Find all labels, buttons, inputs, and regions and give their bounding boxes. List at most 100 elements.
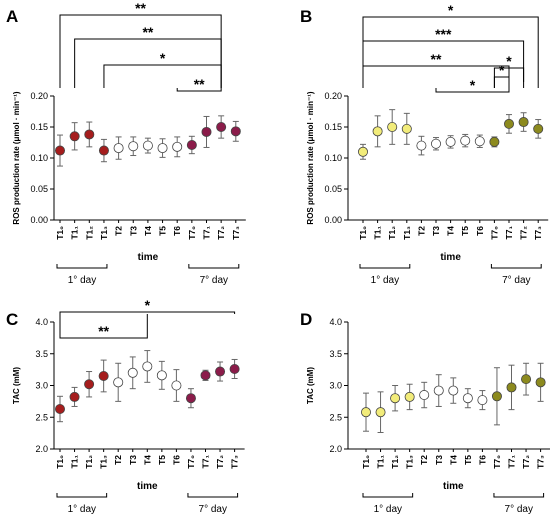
x-tick-label: T1₁: [373, 226, 383, 240]
data-point: [448, 385, 459, 396]
data-point: [157, 143, 168, 154]
data-point: [535, 377, 546, 388]
x-tick-label: T1₃: [405, 455, 415, 469]
y-tick-label: 2.0: [329, 444, 342, 454]
data-point: [491, 391, 502, 402]
panel-letter: A: [6, 7, 18, 26]
significance-bracket: [435, 88, 510, 93]
x-axis-label: time: [443, 481, 464, 492]
significance-bracket: [103, 64, 222, 88]
x-axis-label: time: [137, 481, 158, 492]
data-point: [201, 126, 212, 137]
x-tick-label: T7₁: [504, 226, 514, 240]
significance-label: **: [142, 24, 153, 40]
data-point: [503, 118, 514, 129]
x-tick-label: T7₂: [216, 226, 226, 240]
x-tick-label: T7₀: [489, 226, 499, 240]
data-point: [477, 395, 488, 406]
significance-label: *: [506, 53, 512, 69]
data-point: [128, 141, 139, 152]
y-tick-label: 0.20: [30, 91, 48, 101]
x-tick-label: T1₁: [70, 455, 80, 469]
day-bracket: [493, 493, 545, 498]
day-label: 7° day: [505, 504, 533, 515]
significance-bracket: [362, 65, 510, 88]
x-tick-label: T1₃: [402, 226, 412, 240]
y-axis-label: ROS production rate (μmol · min⁻¹): [12, 91, 21, 224]
x-tick-label: T3: [434, 455, 444, 465]
data-point: [98, 145, 109, 156]
significance-label: *: [470, 77, 476, 93]
x-tick-label: T1₀: [358, 226, 368, 240]
significance-label: *: [499, 62, 505, 78]
panel-letter: C: [6, 310, 18, 329]
x-tick-label: T5: [158, 226, 168, 236]
significance-label: **: [98, 323, 109, 339]
y-tick-label: 4.0: [329, 317, 342, 327]
panel-c: C 2.0 2.5 3.0 3.5 4.0 TAC (mM) T1₀ T1₁ T1₂ T1₃ T2 T3…: [6, 297, 245, 515]
data-point: [69, 131, 80, 142]
x-tick-label: T1₂: [84, 455, 94, 469]
x-tick-label: T7₃: [533, 226, 543, 240]
y-tick-label: 0.10: [30, 153, 48, 163]
x-tick-label: T4: [448, 455, 458, 465]
data-point: [404, 391, 415, 402]
x-axis-label: time: [138, 252, 159, 263]
y-tick-label: 3.0: [329, 381, 342, 391]
significance-bracket: [493, 76, 510, 91]
data-point: [156, 370, 167, 381]
data-point: [518, 117, 529, 128]
y-tick-label: 3.5: [329, 349, 342, 359]
x-tick-label: T7₂: [519, 226, 529, 240]
day-label: 1° day: [68, 504, 96, 515]
data-point: [460, 135, 471, 146]
data-point: [55, 145, 66, 156]
x-tick-label: T4: [142, 455, 152, 465]
y-tick-label: 0.20: [324, 91, 342, 101]
data-point: [390, 393, 401, 404]
y-tick-label: 0.10: [324, 153, 342, 163]
y-tick-label: 0.15: [324, 122, 342, 132]
data-point: [113, 377, 124, 388]
x-tick-label: T1₁: [70, 226, 80, 240]
x-axis-label: time: [440, 252, 461, 263]
y-tick-label: 0.00: [324, 215, 342, 225]
data-point: [186, 139, 197, 150]
data-point: [55, 403, 66, 414]
x-tick-label: T7₃: [536, 455, 546, 469]
x-tick-label: T7₀: [187, 226, 197, 240]
x-tick-label: T7₀: [186, 455, 196, 469]
data-point: [230, 126, 241, 137]
data-point: [533, 123, 544, 134]
x-tick-label: T7₀: [492, 455, 502, 469]
x-tick-label: T2: [113, 455, 123, 465]
day-bracket: [362, 493, 414, 498]
data-point: [142, 361, 153, 372]
data-point: [521, 374, 532, 385]
panel-b: B 0.00 0.05 0.10 0.15 0.20 ROS production rate…: [300, 2, 549, 286]
x-tick-label: T1₂: [84, 226, 94, 240]
data-point: [387, 122, 398, 133]
y-tick-label: 3.0: [35, 381, 48, 391]
y-tick-label: 0.05: [324, 184, 342, 194]
data-point: [127, 367, 138, 378]
y-tick-label: 2.0: [35, 444, 48, 454]
data-point: [372, 126, 383, 137]
significance-bracket: [59, 311, 236, 314]
data-point: [474, 136, 485, 147]
day-bracket: [56, 493, 108, 498]
data-point: [84, 379, 95, 390]
significance-label: *: [448, 2, 454, 18]
significance-bracket: [362, 40, 525, 88]
x-tick-label: T7₃: [231, 226, 241, 240]
x-tick-label: T6: [172, 226, 182, 236]
data-point: [185, 393, 196, 404]
data-point: [430, 138, 441, 149]
panel-a: A 0.00 0.05 0.10 0.15 0.20 ROS production rate…: [6, 0, 246, 286]
data-point: [433, 385, 444, 396]
x-tick-label: T1₁: [376, 455, 386, 469]
day-label: 7° day: [200, 275, 228, 286]
data-point: [84, 129, 95, 140]
y-axis-label: TAC (mM): [12, 367, 21, 405]
